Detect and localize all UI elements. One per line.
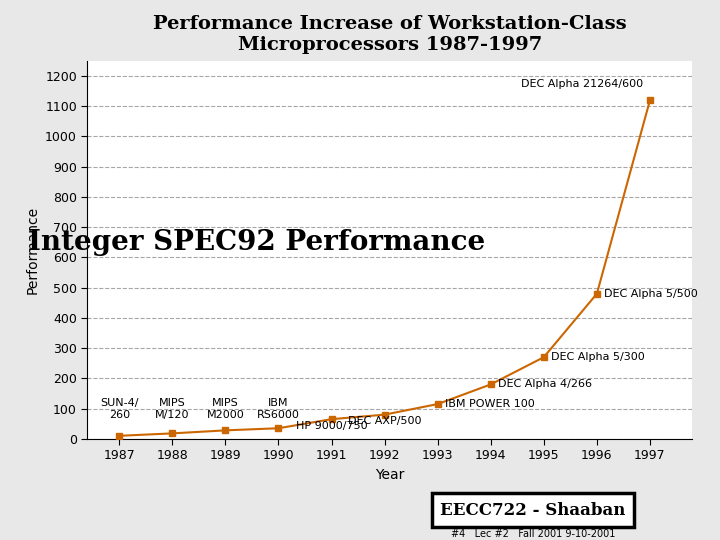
- X-axis label: Year: Year: [375, 468, 405, 482]
- Text: IBM POWER 100: IBM POWER 100: [445, 399, 534, 409]
- Text: MIPS: MIPS: [159, 397, 186, 408]
- Text: Integer SPEC92 Performance: Integer SPEC92 Performance: [28, 229, 485, 256]
- Y-axis label: Performance: Performance: [25, 206, 40, 294]
- Text: IBM: IBM: [268, 397, 289, 408]
- Text: M2000: M2000: [207, 410, 244, 420]
- Text: DEC Alpha 5/300: DEC Alpha 5/300: [551, 352, 644, 362]
- Text: DEC Alpha 21264/600: DEC Alpha 21264/600: [521, 79, 643, 89]
- Text: #4   Lec #2   Fall 2001 9-10-2001: #4 Lec #2 Fall 2001 9-10-2001: [451, 529, 615, 538]
- Text: 260: 260: [109, 410, 130, 420]
- Text: DEC AXP/500: DEC AXP/500: [348, 416, 421, 426]
- Title: Performance Increase of Workstation-Class
Microprocessors 1987-1997: Performance Increase of Workstation-Clas…: [153, 15, 626, 54]
- Text: DEC Alpha 5/500: DEC Alpha 5/500: [604, 289, 698, 299]
- Text: M/120: M/120: [155, 410, 189, 420]
- Text: EECC722 - Shaaban: EECC722 - Shaaban: [440, 502, 626, 519]
- Text: RS6000: RS6000: [257, 410, 300, 420]
- Text: SUN-4/: SUN-4/: [100, 397, 138, 408]
- Text: MIPS: MIPS: [212, 397, 239, 408]
- Text: HP 9000/750: HP 9000/750: [296, 421, 367, 431]
- Text: DEC Alpha 4/266: DEC Alpha 4/266: [498, 380, 592, 389]
